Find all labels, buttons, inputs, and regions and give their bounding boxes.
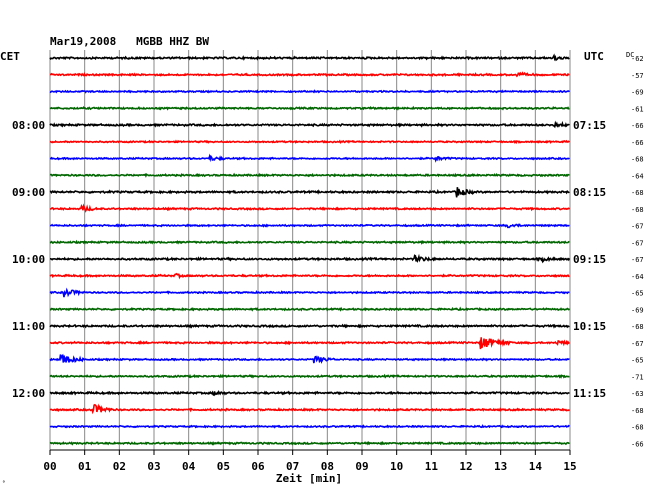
left-time-label: 11:00 [12, 320, 45, 333]
dc-value: -66 [631, 440, 644, 448]
right-time-label: 08:15 [573, 186, 606, 199]
dc-value: -68 [631, 156, 644, 164]
seismic-trace [49, 403, 571, 415]
x-tick-label: 03 [147, 460, 160, 473]
seismic-trace [49, 105, 570, 111]
left-time-labels: 08:00 09:00 10:00 11:00 12:00 [12, 119, 45, 400]
x-tick-label: 04 [182, 460, 196, 473]
seismic-trace [49, 187, 570, 198]
right-timezone-label: UTC [584, 50, 604, 63]
dc-value: -66 [631, 139, 644, 147]
seismic-trace [49, 120, 570, 129]
dc-value: -63 [631, 390, 644, 398]
x-tick-label: 00 [43, 460, 56, 473]
seismic-traces [49, 53, 571, 446]
dc-value: -61 [631, 105, 644, 113]
dc-value: -67 [631, 340, 644, 348]
vertical-grid [49, 50, 571, 450]
left-time-label: 08:00 [12, 119, 45, 132]
dc-value: -69 [631, 306, 644, 314]
dc-value: -64 [631, 273, 644, 281]
dc-value: -65 [631, 290, 644, 298]
seismic-trace [49, 71, 570, 78]
dc-value: -68 [631, 189, 644, 197]
dc-value: -57 [631, 72, 644, 80]
x-axis-label: Zeit [min] [276, 472, 342, 485]
seismic-trace [49, 287, 570, 298]
x-tick-label: 10 [390, 460, 403, 473]
seismic-trace [49, 337, 570, 350]
dc-value: -71 [631, 373, 644, 381]
left-time-label: 10:00 [12, 253, 45, 266]
x-tick-label: 12 [459, 460, 472, 473]
left-time-label: 09:00 [12, 186, 45, 199]
x-tick-label: 07 [286, 460, 299, 473]
corner-mark: ° [2, 480, 6, 487]
dc-value: -65 [631, 357, 644, 365]
x-tick-label: 09 [355, 460, 368, 473]
x-tick-label: 14 [529, 460, 543, 473]
seismic-trace [49, 424, 570, 429]
dc-value: -62 [631, 55, 644, 63]
dc-value: -68 [631, 424, 644, 432]
chart-title: Mar19,2008 MGBB HHZ BW [50, 35, 209, 48]
seismic-trace [49, 440, 570, 446]
x-tick-label: 01 [78, 460, 92, 473]
right-time-label: 09:15 [573, 253, 606, 266]
seismic-trace [49, 373, 570, 379]
dc-value: -68 [631, 407, 644, 415]
seismic-trace [49, 89, 570, 94]
left-time-label: 12:00 [12, 387, 45, 400]
seismic-trace [49, 153, 570, 163]
seismic-trace [49, 323, 570, 329]
dc-header-label: DC [626, 51, 634, 59]
seismic-trace [49, 139, 570, 145]
x-axis: 00 01 02 03 04 05 06 07 08 09 10 11 12 13 14 15 [43, 449, 577, 473]
right-time-label: 10:15 [573, 320, 606, 333]
dc-value: -68 [631, 206, 644, 214]
x-tick-label: 08 [321, 460, 334, 473]
dc-value: -69 [631, 89, 644, 97]
x-tick-label: 11 [425, 460, 439, 473]
x-tick-label: 05 [217, 460, 230, 473]
dc-value: -68 [631, 323, 644, 331]
x-tick-label: 06 [251, 460, 265, 473]
dc-value: -67 [631, 256, 644, 264]
seismic-trace [49, 172, 570, 178]
left-timezone-label: CET [0, 50, 20, 63]
seismic-trace [49, 53, 570, 62]
right-time-label: 11:15 [573, 387, 606, 400]
x-tick-label: 02 [113, 460, 126, 473]
dc-value: -66 [631, 122, 644, 130]
seismic-trace [49, 390, 570, 397]
seismic-trace [49, 203, 571, 213]
seismic-trace [49, 239, 570, 245]
dc-value: -67 [631, 239, 644, 247]
right-time-labels: 07:15 08:15 09:15 10:15 11:15 [573, 119, 606, 400]
seismic-trace [49, 253, 571, 264]
right-time-label: 07:15 [573, 119, 606, 132]
seismic-trace [49, 223, 570, 229]
seismic-trace [49, 353, 570, 364]
dc-value: -67 [631, 223, 644, 231]
seismic-trace [49, 306, 571, 312]
dc-value: -64 [631, 172, 644, 180]
dc-value-labels: -62 -57 -69 -61 -66 -66 -68 -64 -68 -68 -67 -67 -67 -… [631, 55, 644, 448]
seismic-trace [49, 272, 570, 280]
x-tick-label: 15 [563, 460, 576, 473]
x-tick-label: 13 [494, 460, 507, 473]
